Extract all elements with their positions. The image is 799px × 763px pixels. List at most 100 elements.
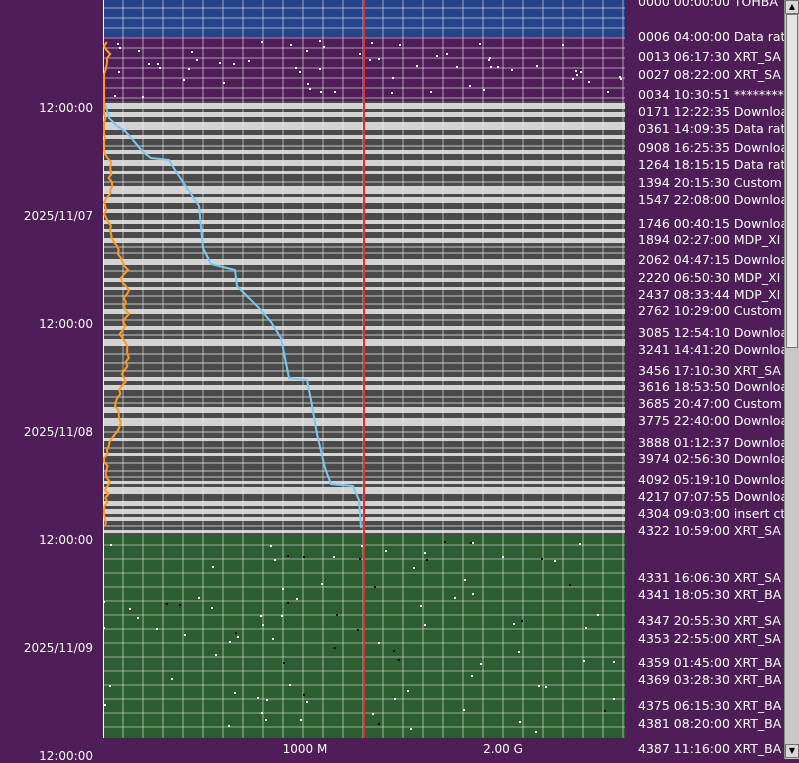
time-label: 12:00:00 <box>39 533 93 547</box>
event-item[interactable]: 1746 00:40:15 Downloa <box>638 216 784 231</box>
event-item[interactable]: 0000 00:00:00 TOHBA <box>638 0 778 9</box>
date-label: 2025/11/07 <box>23 209 93 223</box>
scroll-down-button[interactable]: ▼ <box>785 744 799 758</box>
event-item[interactable]: 4359 01:45:00 XRT_BA <box>638 655 782 670</box>
cumulative-line <box>104 102 362 529</box>
time-label: 12:00:00 <box>39 101 93 115</box>
event-item[interactable]: 4353 22:55:00 XRT_SA <box>638 631 781 646</box>
data-dot <box>299 71 301 73</box>
data-dot <box>109 685 111 687</box>
data-dot <box>469 85 471 87</box>
data-dot <box>613 661 615 663</box>
data-dot <box>183 79 185 81</box>
data-dot <box>521 620 523 622</box>
event-item[interactable]: 4092 05:19:10 Downloa <box>638 472 784 487</box>
data-dot <box>237 636 239 638</box>
event-item[interactable]: 3775 22:40:00 Downloa <box>638 413 784 428</box>
event-item[interactable]: 3974 02:56:30 Downloa <box>638 451 784 466</box>
data-dot <box>334 91 336 93</box>
data-dot <box>262 624 264 626</box>
data-dot <box>471 675 473 677</box>
data-dot <box>410 728 412 730</box>
data-dot <box>228 725 230 727</box>
event-item[interactable]: 4322 10:59:00 XRT_SA <box>638 523 781 538</box>
event-item[interactable]: 0171 12:22:35 Downloa <box>638 104 784 119</box>
data-dot <box>407 690 409 692</box>
scroll-up-button[interactable]: ▲ <box>785 0 799 14</box>
data-dot <box>234 692 236 694</box>
event-item[interactable]: 0908 16:25:35 Downloa <box>638 140 784 155</box>
data-dot <box>118 71 120 73</box>
data-dot <box>257 697 259 699</box>
event-item[interactable]: 3685 20:47:00 Custom <box>638 396 782 411</box>
event-item[interactable]: 0013 06:17:30 XRT_SA <box>638 49 781 64</box>
event-item[interactable]: 1264 18:15:15 Data rat <box>638 157 784 172</box>
data-dot <box>583 660 585 662</box>
event-item[interactable]: 4304 09:03:00 insert ct <box>638 506 784 521</box>
data-dot <box>502 556 504 558</box>
data-dot <box>575 70 577 72</box>
data-dot <box>261 712 263 714</box>
vertical-scrollbar[interactable]: ▲ ▼ <box>784 0 799 759</box>
x-tick-label: 2.00 G <box>483 742 523 756</box>
data-dot <box>179 604 181 606</box>
data-dot <box>117 43 119 45</box>
data-dot <box>281 615 283 617</box>
data-dot <box>361 545 363 547</box>
event-item[interactable]: 1547 22:08:00 Downloa <box>638 192 784 207</box>
data-dot <box>497 66 499 68</box>
x-tick-label: 1000 M <box>282 742 328 756</box>
scrollbar-thumb[interactable] <box>786 14 798 348</box>
data-dot <box>490 66 492 68</box>
data-dot <box>309 88 311 90</box>
event-item[interactable]: 4387 11:16:00 XRT_BA <box>638 741 782 756</box>
event-item[interactable]: 0027 08:22:00 XRT_SA <box>638 67 781 82</box>
data-dot <box>229 641 231 643</box>
data-dot <box>196 59 198 61</box>
data-dot <box>114 95 116 97</box>
event-item[interactable]: 0034 10:30:51 ******** <box>638 87 784 102</box>
data-dot <box>472 542 474 544</box>
event-item[interactable]: 4381 08:20:00 XRT_BA <box>638 716 782 731</box>
event-item[interactable]: 2437 08:33:44 MDP_XI <box>638 287 781 302</box>
data-dot <box>378 58 380 60</box>
data-dot <box>260 615 262 617</box>
data-dot <box>306 50 308 52</box>
event-item[interactable]: 4331 16:06:30 XRT_SA <box>638 570 781 585</box>
event-item[interactable]: 0361 14:09:35 Data rat <box>638 121 784 136</box>
event-item[interactable]: 3888 01:12:37 Downloa <box>638 435 784 450</box>
event-item[interactable]: 3241 14:41:20 Downloa <box>638 342 784 357</box>
event-item[interactable]: 3456 17:10:30 XRT_SA <box>638 363 781 378</box>
event-item[interactable]: 0006 04:00:00 Data rat <box>638 29 784 44</box>
event-item[interactable]: 4217 07:07:55 Downloa <box>638 489 784 504</box>
data-dot <box>306 701 308 703</box>
event-item[interactable]: 3085 12:54:10 Downloa <box>638 325 784 340</box>
event-item[interactable]: 3616 18:53:50 Downloa <box>638 379 784 394</box>
event-item[interactable]: 2062 04:47:15 Downloa <box>638 252 784 267</box>
event-item[interactable]: 2762 10:29:00 Custom <box>638 303 782 318</box>
data-dot <box>371 42 373 44</box>
event-item[interactable]: 4347 20:55:30 XRT_SA <box>638 613 781 628</box>
event-item[interactable]: 4341 18:05:30 XRT_BA <box>638 587 782 602</box>
data-dot <box>303 694 305 696</box>
event-item[interactable]: 1894 02:27:00 MDP_XI <box>638 232 781 247</box>
data-dot <box>480 663 482 665</box>
data-dot <box>541 558 543 560</box>
data-dot <box>399 44 401 46</box>
event-list[interactable]: 0000 00:00:00 TOHBA 0006 04:00:00 Data r… <box>628 0 784 759</box>
data-dot <box>391 92 393 94</box>
data-dot <box>320 91 322 93</box>
data-dot <box>620 78 622 80</box>
data-dot <box>289 684 291 686</box>
event-item[interactable]: 4369 03:28:30 XRT_BA <box>638 672 782 687</box>
data-dot <box>378 642 380 644</box>
event-item[interactable]: 4375 06:15:30 XRT_BA <box>638 698 782 713</box>
data-dot <box>283 662 285 664</box>
event-item[interactable]: 1394 20:15:30 Custom <box>638 175 782 190</box>
data-dot <box>287 555 289 557</box>
event-item[interactable]: 2220 06:50:30 MDP_XI <box>638 270 781 285</box>
timeline-plot[interactable] <box>103 0 625 738</box>
data-dot <box>110 544 112 546</box>
data-dot <box>398 659 400 661</box>
data-dot <box>585 627 587 629</box>
